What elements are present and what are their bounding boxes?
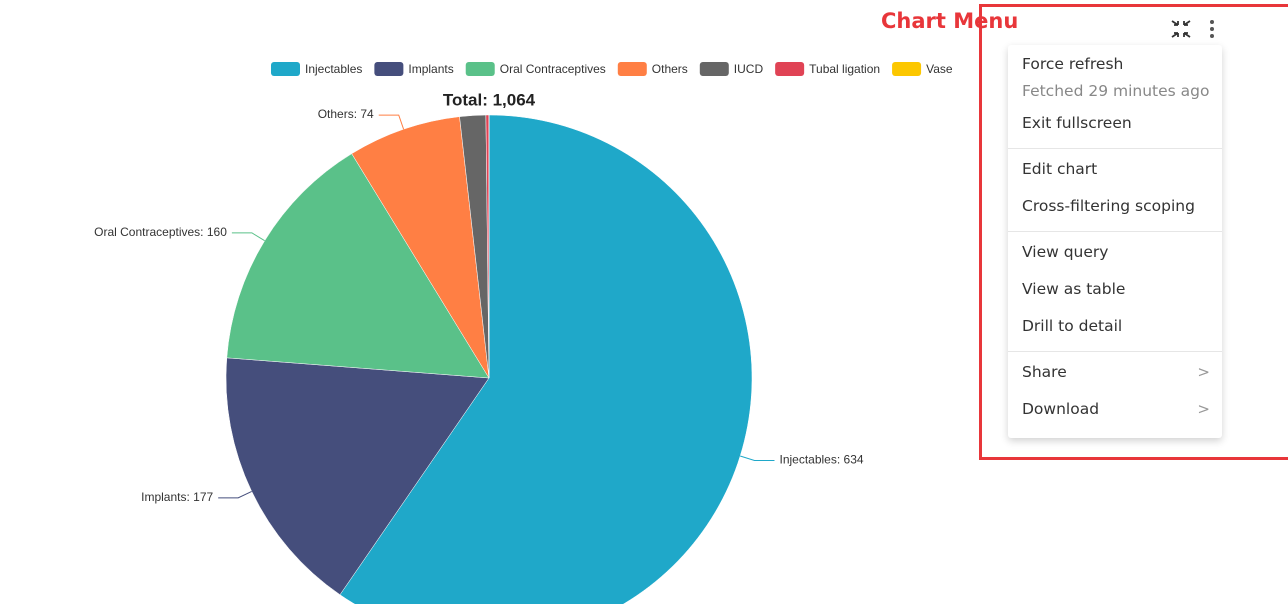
more-icon[interactable] [1210, 20, 1214, 38]
legend-label: Injectables [305, 62, 362, 76]
menu-section: Share > Download > [1008, 352, 1222, 434]
legend-swatch [271, 62, 300, 76]
header-icons [1171, 20, 1214, 38]
menu-item[interactable]: View as table [1022, 280, 1126, 298]
label-leader [218, 490, 252, 499]
menu-item[interactable]: Download > [1008, 391, 1222, 428]
annotation: Chart Menu [881, 9, 1019, 33]
menu-item[interactable]: Drill to detail [1022, 317, 1123, 335]
menu-section: Force refresh Fetched 29 minutes ago Exi… [1008, 49, 1222, 149]
legend-label: Tubal ligation [809, 62, 880, 76]
label-leader [740, 455, 775, 461]
menu-item[interactable]: Exit fullscreen [1022, 114, 1132, 132]
legend-swatch [617, 62, 647, 76]
menu-item[interactable]: View query [1022, 243, 1109, 261]
menu-item[interactable]: Edit chart [1022, 160, 1098, 178]
legend-swatch [465, 62, 495, 76]
chart: Total: 1,064 Injectables: 634 Implants: 1… [94, 62, 953, 604]
menu-item-label: Share [1022, 363, 1067, 381]
pie-slice [351, 116, 490, 379]
legend-label: IUCD [734, 62, 764, 76]
data-label: Implants: 177 [141, 490, 213, 504]
menu-item[interactable]: Force refresh [1022, 55, 1124, 73]
data-label: Oral Contraceptives: 160 [94, 225, 227, 239]
legend-swatch [892, 62, 922, 76]
data-label: Injectables: 634 [779, 453, 863, 467]
legend-label: Others [652, 62, 688, 76]
data-label: Others: 74 [318, 107, 374, 121]
menu-item-label: Download [1022, 400, 1100, 418]
menu-subtext: Fetched 29 minutes ago [1022, 82, 1210, 100]
pie-slice [226, 153, 490, 379]
chart-total: Total: 1,064 [443, 90, 536, 109]
label-leader [378, 114, 405, 130]
legend-swatch [699, 62, 729, 76]
chevron: > [1197, 363, 1210, 381]
legend-label: Oral Contraceptives [500, 62, 606, 76]
menu-item[interactable]: Cross-filtering scoping [1022, 197, 1195, 215]
legend-label: Implants [408, 62, 453, 76]
menu-item[interactable]: Share > [1008, 354, 1222, 391]
pie-slice [225, 357, 490, 596]
legend-swatch [775, 62, 805, 76]
chart-menu: Force refresh Fetched 29 minutes ago Exi… [1008, 45, 1222, 438]
legend-label: Vase [926, 62, 953, 76]
pie-slice [339, 114, 753, 604]
menu-section: Edit chart Cross-filtering scoping [1008, 149, 1222, 232]
label-leader [231, 232, 265, 242]
legend-swatch [374, 62, 404, 76]
annotation-box [979, 4, 1288, 460]
menu-section: View query View as table Drill to detail [1008, 232, 1222, 352]
chevron: > [1197, 400, 1210, 418]
exit-fullscreen-icon[interactable] [1171, 20, 1191, 38]
